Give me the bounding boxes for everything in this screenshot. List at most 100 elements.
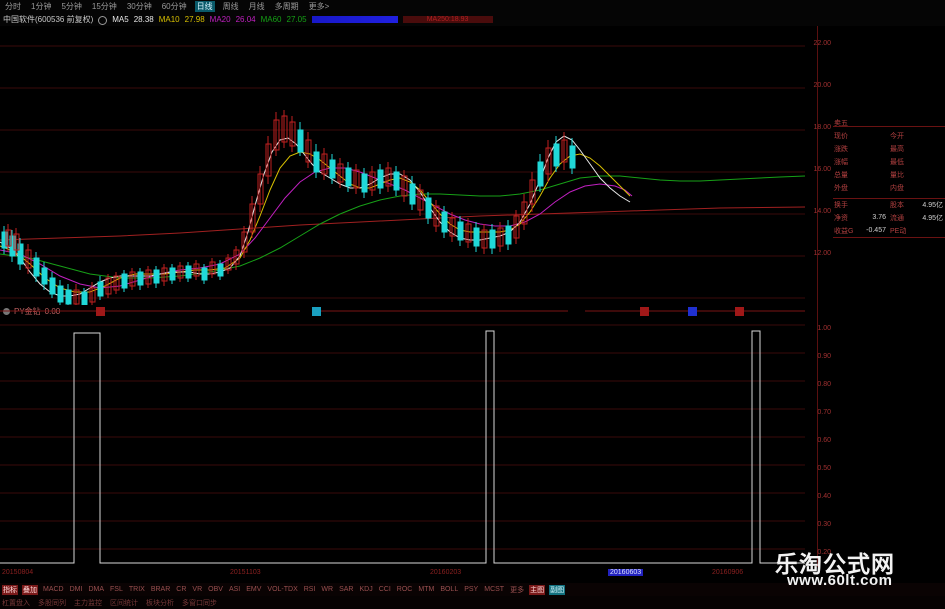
indicator-emv[interactable]: EMV — [246, 586, 262, 593]
quote-label-inner: 内盘 — [890, 184, 904, 192]
period-tab-1min[interactable]: 1分钟 — [31, 2, 52, 11]
subchart-py-jinzuan[interactable]: PY金钻 0.00 — [0, 305, 805, 567]
indicator-macd[interactable]: MACD — [43, 586, 64, 593]
indicator-cci[interactable]: CCI — [378, 586, 391, 593]
period-tab-5min[interactable]: 5分钟 — [61, 2, 82, 11]
quote-value-float: 4.95亿 — [922, 214, 943, 222]
period-tab-fenshi[interactable]: 分时 — [5, 2, 21, 11]
price-tick-1: 20.00 — [813, 82, 831, 89]
overlay-menu-button[interactable]: 叠加 — [22, 584, 38, 595]
status-item-5[interactable]: 多窗口同步 — [182, 599, 217, 607]
quote-row-outer: 外盘 内盘 — [833, 181, 945, 194]
quote-label-pe: PE动 — [890, 227, 907, 235]
quote-label-turnover: 换手 — [834, 201, 848, 209]
indicator-more[interactable]: 更多 — [510, 586, 525, 594]
period-tab-more[interactable]: 更多> — [308, 2, 330, 11]
indicator-vol-tdx[interactable]: VOL-TDX — [267, 586, 298, 593]
indicator-sar[interactable]: SAR — [339, 586, 354, 593]
main-chart-toggle[interactable]: 主图 — [529, 584, 546, 595]
period-tab-multi[interactable]: 多周期 — [274, 2, 299, 11]
price-tick-3: 16.00 — [813, 166, 831, 173]
indicator-fsl[interactable]: FSL — [110, 586, 123, 593]
ma250-band: MA250:18.93 — [402, 16, 493, 23]
blue-band-indicator — [311, 16, 398, 23]
quote-label-open: 今开 — [890, 132, 904, 140]
ma60-value: 27.05 — [286, 15, 307, 24]
indicator-brar[interactable]: BRAR — [150, 586, 171, 593]
period-tab-15min[interactable]: 15分钟 — [91, 2, 117, 11]
status-item-3[interactable]: 区间统计 — [110, 599, 138, 607]
quote-label-netasset: 净资 — [834, 214, 848, 222]
quote-divider-top — [833, 126, 945, 127]
quote-label-change: 涨跌 — [834, 145, 848, 153]
quote-divider-mid — [833, 198, 945, 199]
indicator-roc[interactable]: ROC — [396, 586, 413, 593]
ma10-line — [0, 151, 631, 293]
indicator-boll[interactable]: BOLL — [440, 586, 459, 593]
indicator-psy[interactable]: PSY — [464, 586, 479, 593]
status-item-2[interactable]: 主力监控 — [74, 599, 102, 607]
quote-label-pct: 涨幅 — [834, 158, 848, 166]
indicator-wr[interactable]: WR — [321, 586, 334, 593]
quote-value-netasset: 3.76 — [872, 214, 886, 221]
indicator-dmi[interactable]: DMI — [69, 586, 83, 593]
indicator-menu-button[interactable]: 指标 — [2, 584, 18, 595]
ma-legend-bar: 中国软件(600536 前复权) MA5 28.38 MA10 27.98 MA… — [0, 13, 945, 26]
sub-chart-toggle[interactable]: 副图 — [549, 584, 566, 595]
indicator-trix[interactable]: TRIX — [128, 586, 145, 593]
date-tick-0: 20150804 — [2, 569, 34, 576]
quote-label-volratio: 量比 — [890, 171, 904, 179]
indicator-dma[interactable]: DMA — [88, 586, 105, 593]
kline-canvas — [0, 45, 805, 305]
period-tab-monthly[interactable]: 月线 — [248, 2, 265, 11]
ma10-value: 27.98 — [184, 15, 205, 24]
price-tick-5: 12.00 — [813, 250, 831, 257]
indicator-rsi[interactable]: RSI — [303, 586, 316, 593]
subchart-canvas — [0, 307, 805, 564]
indicator-mtm[interactable]: MTM — [418, 586, 435, 593]
indicator-kdj[interactable]: KDJ — [359, 586, 373, 593]
period-tab-30min[interactable]: 30分钟 — [126, 2, 152, 11]
indicator-obv[interactable]: OBV — [208, 586, 223, 593]
quote-row-turnover: 换手 股本 4.95亿 — [833, 198, 945, 211]
quote-label-float: 流通 — [890, 214, 904, 222]
indicator-line — [0, 330, 805, 564]
kline-chart[interactable]: 11.20 — [0, 26, 805, 323]
quote-label-outer: 外盘 — [834, 184, 848, 192]
ma20-label: MA20 — [209, 15, 231, 24]
quote-label-price: 现价 — [834, 132, 848, 140]
indicator-cr[interactable]: CR — [176, 586, 187, 593]
indicator-vr[interactable]: VR — [192, 586, 203, 593]
period-toolbar: 分时 1分钟 5分钟 15分钟 30分钟 60分钟 日线 周线 月线 多周期 更… — [0, 0, 945, 13]
period-tab-daily[interactable]: 日线 — [194, 1, 215, 12]
watermark-site-url: www.60lt.com — [787, 572, 893, 589]
sub-tick-8: 0.20 — [817, 549, 831, 556]
status-item-0[interactable]: 杠置盘入 — [2, 599, 30, 607]
period-tab-weekly[interactable]: 周线 — [222, 2, 239, 11]
quote-row-price: 现价 今开 — [833, 129, 945, 142]
indicator-asi[interactable]: ASI — [228, 586, 241, 593]
date-tick-1: 20151103 — [230, 569, 261, 576]
date-axis: 20150804 20151103 20160203 20160603 2016… — [0, 567, 805, 581]
quote-row-change: 涨跌 最高 — [833, 142, 945, 155]
quote-label-eps: 收益G — [834, 227, 854, 235]
ma60-label: MA60 — [260, 15, 282, 24]
date-tick-selected[interactable]: 20160603 — [608, 569, 644, 576]
quote-row-pct: 涨幅 最低 — [833, 155, 945, 168]
price-axis: 22.00 20.00 18.00 16.00 14.00 12.00 1.00… — [805, 26, 833, 567]
sub-tick-7: 0.30 — [817, 521, 831, 528]
quote-label-sell5: 卖五 — [834, 119, 848, 127]
gear-icon[interactable] — [98, 16, 108, 25]
indicator-mcst[interactable]: MCST — [484, 586, 505, 593]
sub-tick-0: 1.00 — [817, 325, 831, 332]
ma20-value: 26.04 — [235, 15, 256, 24]
sub-tick-3: 0.70 — [817, 409, 831, 416]
status-item-4[interactable]: 板块分析 — [146, 599, 174, 607]
period-tab-60min[interactable]: 60分钟 — [161, 2, 187, 11]
price-tick-0: 22.00 — [813, 40, 831, 47]
watermark-site-name: 乐淘公式网 — [775, 551, 895, 577]
status-item-1[interactable]: 多股同列 — [38, 599, 66, 607]
quote-divider-bottom — [833, 237, 945, 238]
sub-tick-1: 0.90 — [817, 353, 831, 360]
